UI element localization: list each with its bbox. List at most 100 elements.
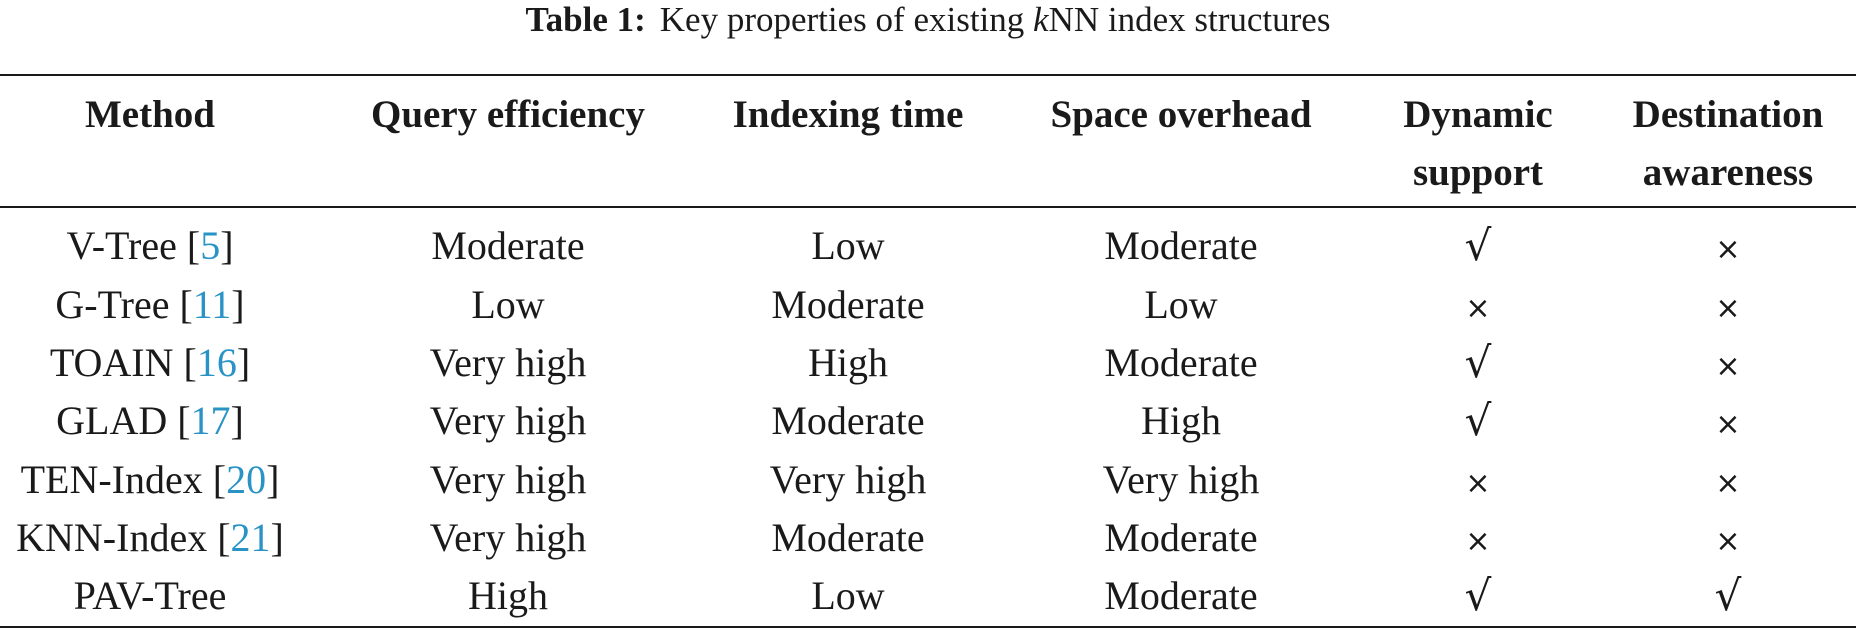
- method-cell: KNN-Index [21]: [16, 514, 284, 562]
- header-dynamic-support-line1: Dynamic: [1403, 93, 1553, 136]
- destination-awareness-cell: ×: [1715, 339, 1740, 391]
- header-destination-awareness: Destination awareness: [1633, 86, 1824, 202]
- space-overhead-cell-value: Low: [1144, 282, 1218, 327]
- query-efficiency-cell-value: High: [468, 573, 548, 618]
- method-name: G-Tree: [55, 282, 170, 327]
- method-name: PAV-Tree: [73, 573, 227, 618]
- citation-bracket: [: [167, 398, 191, 443]
- cross-icon: ×: [1465, 291, 1491, 326]
- query-efficiency-cell: Very high: [430, 397, 587, 445]
- destination-awareness-cell: √: [1715, 572, 1742, 621]
- cross-icon: ×: [1465, 466, 1491, 501]
- space-overhead-cell: Moderate: [1104, 222, 1257, 270]
- method-name: V-Tree: [66, 223, 177, 268]
- dynamic-support-cell: √: [1465, 397, 1492, 446]
- method-cell: GLAD [17]: [56, 397, 244, 445]
- citation-bracket: ]: [266, 457, 280, 502]
- dynamic-support-cell: √: [1465, 572, 1492, 621]
- method-name: GLAD: [56, 398, 168, 443]
- method-cell: TOAIN [16]: [50, 339, 250, 387]
- space-overhead-cell: High: [1141, 397, 1221, 445]
- top-rule: [0, 74, 1856, 76]
- dynamic-support-cell: ×: [1465, 456, 1490, 508]
- indexing-time-cell-value: Moderate: [771, 515, 925, 560]
- query-efficiency-cell: Low: [471, 281, 544, 329]
- method-cell: V-Tree [5]: [66, 222, 233, 270]
- citation-link[interactable]: 16: [196, 340, 237, 385]
- header-method-line1: Method: [85, 93, 215, 136]
- header-rule: [0, 206, 1856, 208]
- method-cell: G-Tree [11]: [55, 281, 244, 329]
- indexing-time-cell: Low: [811, 572, 884, 620]
- header-indexing-time: Indexing time: [733, 86, 964, 144]
- method-name: TEN-Index: [20, 457, 203, 502]
- checkmark-icon: √: [1714, 571, 1742, 620]
- citation-link[interactable]: 20: [226, 457, 267, 502]
- space-overhead-cell: Moderate: [1104, 514, 1257, 562]
- indexing-time-cell: High: [808, 339, 888, 387]
- cross-icon: ×: [1715, 466, 1741, 501]
- checkmark-icon: √: [1464, 338, 1492, 387]
- cross-icon: ×: [1465, 524, 1491, 559]
- citation-bracket: ]: [230, 398, 244, 443]
- indexing-time-cell: Low: [811, 222, 884, 270]
- header-destination-awareness-line1: Destination: [1632, 93, 1824, 136]
- citation-link[interactable]: 5: [200, 223, 221, 268]
- space-overhead-cell-value: Very high: [1102, 457, 1260, 502]
- space-overhead-cell-value: Moderate: [1104, 515, 1258, 560]
- space-overhead-cell: Very high: [1103, 456, 1260, 504]
- query-efficiency-cell: High: [468, 572, 548, 620]
- cross-icon: ×: [1715, 232, 1741, 267]
- caption-label: Table 1:: [525, 0, 646, 39]
- query-efficiency-cell-value: Moderate: [431, 223, 585, 268]
- bottom-rule: [0, 626, 1856, 628]
- indexing-time-cell-value: Very high: [769, 457, 927, 502]
- method-cell: PAV-Tree: [74, 572, 227, 620]
- caption-text-after: NN index structures: [1048, 0, 1331, 39]
- query-efficiency-cell: Very high: [430, 456, 587, 504]
- dynamic-support-cell: √: [1465, 339, 1492, 388]
- indexing-time-cell-value: Low: [811, 573, 885, 618]
- query-efficiency-cell: Moderate: [431, 222, 584, 270]
- method-cell: TEN-Index [20]: [21, 456, 280, 504]
- caption-text-before: Key properties of existing: [659, 0, 1034, 39]
- header-query-efficiency: Query efficiency: [371, 86, 645, 144]
- space-overhead-cell-value: Moderate: [1104, 573, 1258, 618]
- cross-icon: ×: [1715, 349, 1741, 384]
- citation-link[interactable]: 17: [190, 398, 231, 443]
- checkmark-icon: √: [1464, 571, 1492, 620]
- space-overhead-cell-value: Moderate: [1104, 340, 1258, 385]
- query-efficiency-cell-value: Very high: [429, 457, 587, 502]
- query-efficiency-cell-value: Very high: [429, 398, 587, 443]
- destination-awareness-cell: ×: [1715, 456, 1740, 508]
- indexing-time-cell: Moderate: [771, 281, 924, 329]
- destination-awareness-cell: ×: [1715, 514, 1740, 566]
- header-destination-awareness-line2: awareness: [1642, 151, 1814, 194]
- citation-bracket: ]: [220, 223, 234, 268]
- space-overhead-cell: Moderate: [1104, 339, 1257, 387]
- space-overhead-cell-value: High: [1141, 398, 1221, 443]
- citation-bracket: ]: [231, 282, 245, 327]
- table-caption: Table 1: Key properties of existing kNN i…: [0, 0, 1856, 40]
- indexing-time-cell: Moderate: [771, 397, 924, 445]
- indexing-time-cell-value: Moderate: [771, 398, 925, 443]
- space-overhead-cell: Moderate: [1104, 572, 1257, 620]
- cross-icon: ×: [1715, 291, 1741, 326]
- indexing-time-cell-value: High: [808, 340, 888, 385]
- query-efficiency-cell-value: Very high: [429, 340, 587, 385]
- citation-bracket: ]: [236, 340, 251, 385]
- citation-bracket: [: [202, 457, 227, 502]
- header-dynamic-support: Dynamic support: [1403, 86, 1553, 202]
- query-efficiency-cell: Very high: [430, 514, 587, 562]
- header-method: Method: [85, 86, 215, 144]
- header-query-efficiency-line1: Query efficiency: [371, 93, 645, 136]
- destination-awareness-cell: ×: [1715, 397, 1740, 449]
- header-indexing-time-line1: Indexing time: [732, 93, 964, 136]
- citation-link[interactable]: 21: [230, 515, 271, 560]
- citation-bracket: [: [176, 223, 201, 268]
- citation-link[interactable]: 11: [192, 282, 232, 327]
- header-dynamic-support-line2: support: [1412, 151, 1544, 194]
- citation-bracket: ]: [270, 515, 284, 560]
- dynamic-support-cell: √: [1465, 222, 1492, 271]
- space-overhead-cell: Low: [1144, 281, 1217, 329]
